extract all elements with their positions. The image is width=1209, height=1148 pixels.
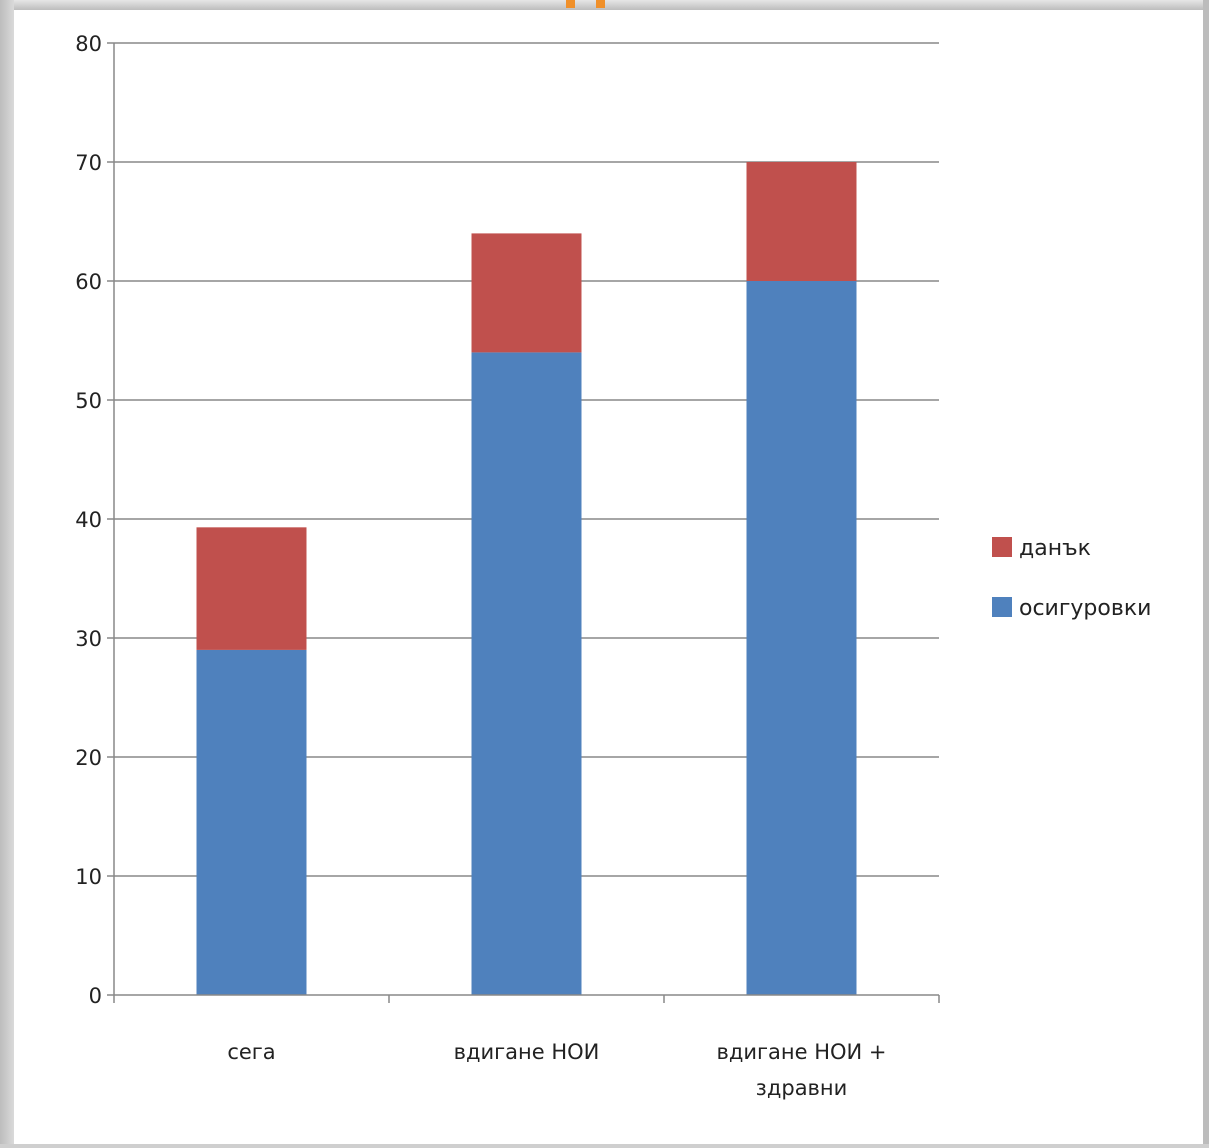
stacked-bar-chart: 0 10 20 30 40 50 60 70 80 сега вдигане НОИ вдигане … (75, 32, 1151, 1100)
axis-labels: 0 10 20 30 40 50 60 70 80 сега вдигане НОИ вдигане … (75, 32, 886, 1100)
legend: данък осигуровки (992, 536, 1151, 621)
bar-danak-2 (746, 162, 857, 281)
chart-canvas: 0 10 20 30 40 50 60 70 80 сега вдигане НОИ вдигане … (14, 10, 1203, 1144)
y-tick-label: 60 (75, 270, 102, 294)
legend-swatch-1 (992, 597, 1012, 617)
bars (196, 162, 857, 995)
y-tick-label: 80 (75, 32, 102, 56)
x-category-label: вдигане НОИ (454, 1040, 600, 1064)
y-tick-label: 50 (75, 389, 102, 413)
x-category-label: вдигане НОИ + (716, 1040, 886, 1064)
y-tick-label: 20 (75, 746, 102, 770)
x-category-label: сега (227, 1040, 275, 1064)
legend-swatch-0 (992, 537, 1012, 557)
legend-label-0: данък (1019, 536, 1091, 561)
y-tick-label: 0 (89, 984, 102, 1008)
window-right-border (1203, 0, 1209, 1144)
legend-label-1: осигуровки (1019, 596, 1151, 621)
bar-osigurovki-0 (196, 649, 307, 995)
bar-osigurovki-1 (471, 352, 582, 995)
orange-title-fragment-2 (596, 0, 605, 8)
x-category-label: здравни (756, 1076, 848, 1100)
y-tick-label: 40 (75, 508, 102, 532)
bar-danak-1 (471, 233, 582, 353)
y-tick-label: 10 (75, 865, 102, 889)
bar-danak-0 (196, 527, 307, 650)
y-tick-label: 30 (75, 627, 102, 651)
window-left-border (0, 0, 14, 1144)
y-tick-label: 70 (75, 151, 102, 175)
orange-title-fragment-1 (566, 0, 575, 8)
axes (107, 42, 940, 1003)
bar-osigurovki-2 (746, 281, 857, 995)
